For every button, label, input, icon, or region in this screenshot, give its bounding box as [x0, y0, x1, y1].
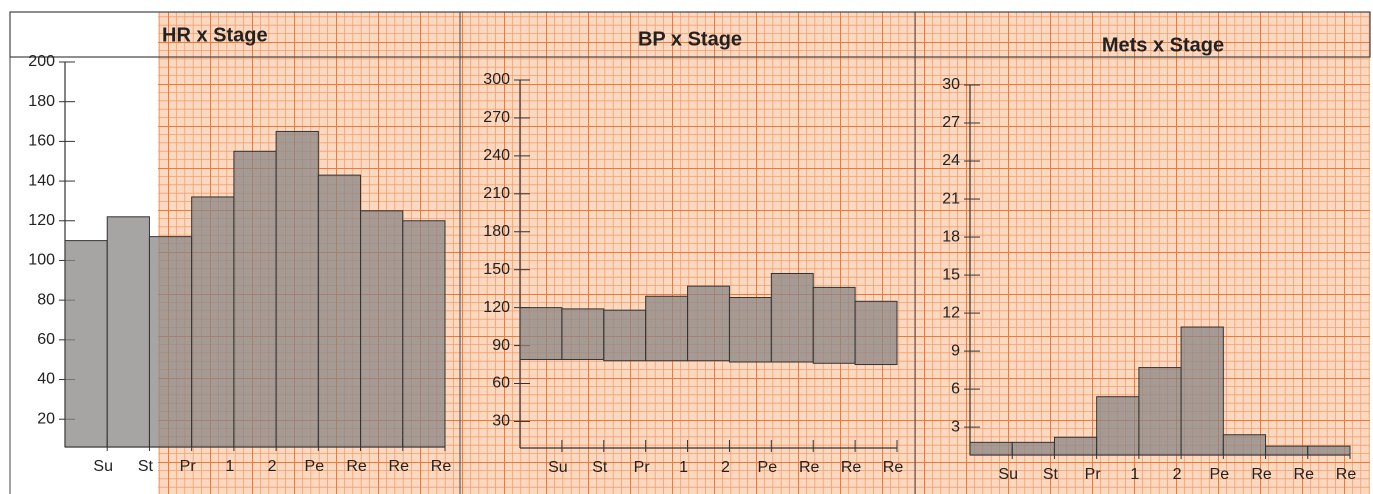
bar	[275, 130, 319, 448]
x-tick-label: Re	[389, 458, 410, 475]
y-tick-label: 180	[483, 223, 510, 240]
x-tick-label: Su	[998, 466, 1018, 483]
range-bar	[519, 307, 563, 360]
bar	[64, 240, 108, 448]
y-tick-label: 200	[28, 53, 55, 70]
y-tick-label: 6	[951, 380, 960, 397]
range-bar	[603, 309, 647, 362]
bar	[233, 150, 277, 448]
range-bar	[728, 297, 772, 363]
x-tick-label: St	[138, 458, 154, 475]
range-bar	[854, 300, 898, 366]
y-tick-label: 40	[37, 371, 55, 388]
bar	[1265, 445, 1309, 456]
y-tick-label: 27	[942, 114, 960, 131]
x-tick-label: Re	[1294, 466, 1315, 483]
y-tick-label: 160	[28, 133, 55, 150]
y-tick-label: 21	[942, 190, 960, 207]
range-bar	[687, 285, 730, 362]
y-tick-label: 100	[28, 252, 55, 269]
bar	[148, 236, 193, 448]
x-tick-label: Re	[799, 459, 820, 476]
y-tick-label: 240	[483, 147, 510, 164]
x-tick-label: 2	[721, 459, 730, 476]
y-tick-label: 20	[37, 410, 55, 427]
x-tick-label: Pe	[305, 458, 325, 475]
x-tick-label: 1	[225, 458, 234, 475]
x-tick-label: Su	[548, 459, 568, 476]
y-tick-label: 60	[37, 331, 55, 348]
x-tick-label: St	[1043, 466, 1059, 483]
y-tick-label: 18	[942, 228, 960, 245]
x-tick-label: 1	[1130, 466, 1139, 483]
chart-title: BP x Stage	[638, 28, 742, 50]
bar	[191, 196, 235, 448]
bar	[360, 210, 404, 448]
x-tick-label: Re	[1251, 466, 1272, 483]
range-bar	[812, 286, 856, 364]
bar	[1011, 441, 1055, 456]
y-tick-label: 9	[951, 342, 960, 359]
chart-title: HR x Stage	[162, 24, 268, 46]
bar	[1096, 396, 1140, 456]
range-bar	[770, 272, 814, 363]
y-tick-label: 140	[28, 172, 55, 189]
header-frame	[9, 11, 1371, 58]
y-tick-label: 270	[483, 109, 510, 126]
y-tick-label: 150	[483, 261, 510, 278]
y-tick-label: 210	[483, 185, 510, 202]
x-tick-label: 1	[679, 459, 688, 476]
x-tick-label: Pr	[1085, 466, 1102, 483]
x-tick-label: Pr	[180, 458, 197, 475]
x-tick-label: Re	[883, 459, 904, 476]
y-tick-label: 120	[483, 299, 510, 316]
bar	[1138, 367, 1182, 456]
x-tick-label: 2	[1173, 466, 1182, 483]
range-bar	[645, 295, 689, 362]
x-tick-label: Re	[431, 458, 452, 475]
bar	[317, 174, 362, 448]
x-tick-label: Su	[93, 458, 113, 475]
y-tick-label: 120	[28, 212, 55, 229]
x-tick-label: St	[592, 459, 608, 476]
y-tick-label: 30	[942, 76, 960, 93]
y-tick-label: 180	[28, 93, 55, 110]
y-tick-label: 24	[942, 152, 960, 169]
x-tick-label: 2	[268, 458, 277, 475]
chart-title: Mets x Stage	[1102, 34, 1224, 56]
y-tick-label: 90	[492, 337, 510, 354]
y-tick-label: 15	[942, 266, 960, 283]
bar	[969, 441, 1013, 456]
x-tick-label: Re	[346, 458, 367, 475]
x-tick-label: Pe	[758, 459, 778, 476]
y-tick-label: 60	[492, 375, 510, 392]
bar	[1053, 436, 1098, 456]
y-tick-label: 3	[951, 418, 960, 435]
range-bar	[561, 308, 605, 360]
y-tick-label: 80	[37, 291, 55, 308]
y-tick-label: 300	[483, 71, 510, 88]
bar	[1222, 434, 1267, 456]
y-tick-label: 30	[492, 413, 510, 430]
bar	[1180, 326, 1224, 456]
y-tick-label: 12	[942, 304, 960, 321]
bar	[106, 216, 150, 448]
bar	[1307, 445, 1351, 456]
x-tick-label: Pr	[634, 459, 651, 476]
x-tick-label: Re	[841, 459, 862, 476]
x-tick-label: Re	[1336, 466, 1357, 483]
bar	[402, 220, 446, 448]
x-tick-label: Pe	[1210, 466, 1230, 483]
